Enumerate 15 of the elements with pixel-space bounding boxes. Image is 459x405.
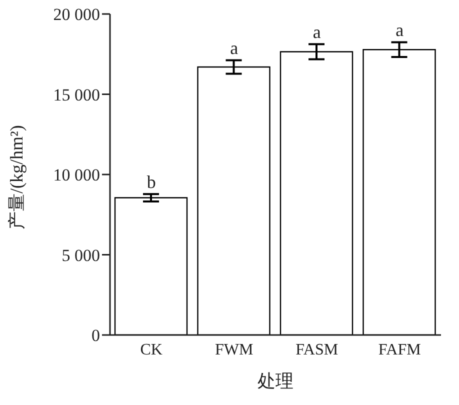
annotation: b: [146, 172, 156, 192]
x-tick-label: FWM: [215, 341, 254, 358]
x-tick-label: CK: [140, 341, 163, 358]
y-tick-label: 10 000: [53, 166, 100, 185]
annotation: a: [312, 22, 321, 42]
bar: [114, 197, 188, 335]
x-tick-label: FAFM: [378, 341, 421, 358]
annotation: a: [396, 20, 404, 40]
y-tick-label: 15 000: [53, 85, 100, 104]
y-tick-label: 20 000: [53, 5, 100, 24]
annotation: a: [230, 38, 238, 58]
x-axis-title: 处理: [258, 371, 294, 391]
y-tick-label: 5 000: [62, 246, 100, 265]
y-tick-label: 0: [92, 326, 100, 346]
x-tick-label: FASM: [296, 341, 338, 358]
